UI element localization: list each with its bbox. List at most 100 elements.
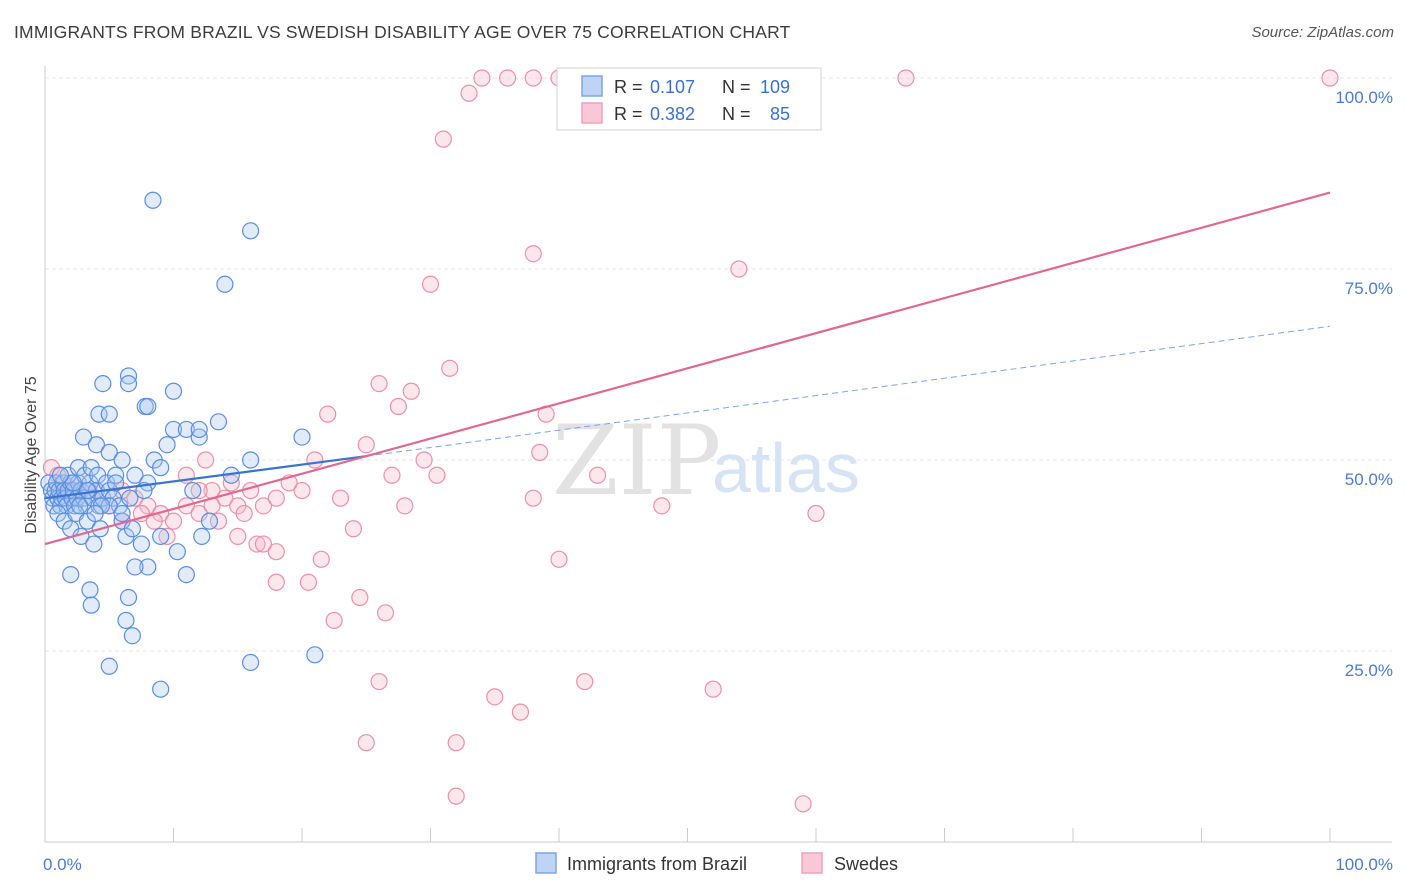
swedes-point-48 <box>428 466 446 484</box>
brazil-point-82 <box>82 596 100 614</box>
axes <box>44 66 1392 843</box>
swedes-point-68 <box>1321 69 1339 87</box>
y-tick-label-2: 75.0% <box>1345 279 1393 298</box>
legend-r-value-2: 0.382 <box>650 104 695 124</box>
legend-r-label-1: R = <box>614 77 643 97</box>
brazil-point-72 <box>123 520 141 538</box>
brazil-point-77 <box>184 481 202 500</box>
swedes-point-67 <box>897 69 915 87</box>
chart-source: Source: ZipAtlas.com <box>1251 24 1394 41</box>
swedes-point-41 <box>312 550 330 568</box>
brazil-point-65 <box>177 420 195 439</box>
y-tick-label-0: 25.0% <box>1345 661 1393 680</box>
swedes-point-47 <box>415 451 433 469</box>
x-tick-labels: 0.0% 100.0% <box>43 855 1393 874</box>
brazil-point-53 <box>113 451 131 469</box>
swedes-point-69 <box>434 130 452 148</box>
swedes-point-51 <box>486 688 504 706</box>
brazil-point-74 <box>139 558 157 576</box>
swedes-point-32 <box>306 451 324 469</box>
brazil-trend-extension <box>366 325 1331 457</box>
swedes-point-63 <box>524 69 542 87</box>
swedes-point-39 <box>396 497 414 515</box>
brazil-point-59 <box>164 420 183 439</box>
swedes-point-33 <box>319 405 337 423</box>
swedes-trend-line <box>44 191 1331 546</box>
brazil-point-50 <box>74 428 93 446</box>
swedes-point-35 <box>344 520 362 538</box>
watermark: ZIP atlas <box>552 405 860 517</box>
bottom-legend: Immigrants from Brazil Swedes <box>535 852 898 874</box>
brazil-point-73 <box>132 535 150 553</box>
y-tick-label-3: 100.0% <box>1335 88 1393 107</box>
brazil-point-81 <box>81 581 99 599</box>
swedes-point-70 <box>421 275 440 293</box>
brazil-point-85 <box>123 627 141 645</box>
swedes-point-44 <box>376 604 395 622</box>
legend-n-value-2: 85 <box>770 104 790 124</box>
watermark-atlas: atlas <box>712 429 860 507</box>
brazil-point-83 <box>119 588 138 607</box>
swedes-point-84 <box>190 481 208 500</box>
legend-n-label-2: N = <box>722 104 751 124</box>
brazil-point-88 <box>152 680 170 698</box>
swedes-point-27 <box>229 527 247 546</box>
swedes-point-17 <box>242 481 260 500</box>
swedes-point-77 <box>357 734 375 752</box>
swedes-point-36 <box>357 436 375 454</box>
swedes-point-78 <box>370 672 388 691</box>
legend-n-value-1: 109 <box>760 77 790 97</box>
swedes-point-26 <box>209 512 228 530</box>
brazil-point-98 <box>190 420 208 439</box>
swedes-point-61 <box>473 69 491 87</box>
brazil-point-104 <box>121 489 139 507</box>
bottom-legend-swatch-swedes <box>801 852 823 874</box>
brazil-point-76 <box>168 543 186 561</box>
swedes-point-18 <box>254 497 273 515</box>
swedes-point-46 <box>402 382 420 400</box>
swedes-point-75 <box>447 787 465 805</box>
brazil-point-75 <box>152 527 170 546</box>
swedes-point-53 <box>524 489 542 507</box>
brazil-point-99 <box>293 428 311 446</box>
y-tick-labels: 25.0% 50.0% 75.0% 100.0% <box>1335 88 1393 680</box>
brazil-point-92 <box>216 275 234 293</box>
swedes-point-57 <box>588 466 607 484</box>
bottom-legend-label-brazil: Immigrants from Brazil <box>567 854 747 874</box>
brazil-point-93 <box>242 222 260 240</box>
swedes-point-31 <box>293 481 311 500</box>
brazil-point-57 <box>152 459 170 477</box>
swedes-point-55 <box>550 550 568 568</box>
brazil-point-101 <box>78 481 97 500</box>
legend-r-label-2: R = <box>614 104 643 124</box>
swedes-points <box>42 69 1339 813</box>
swedes-point-76 <box>794 795 812 813</box>
swedes-point-56 <box>576 672 594 691</box>
bottom-legend-swatch-brazil <box>535 852 557 874</box>
brazil-point-71 <box>113 504 131 523</box>
brazil-point-58 <box>158 436 176 454</box>
brazil-point-91 <box>306 646 324 664</box>
swedes-point-62 <box>499 69 517 87</box>
brazil-point-61 <box>100 405 118 423</box>
brazil-point-103 <box>107 474 125 492</box>
swedes-point-72 <box>730 260 748 278</box>
x-tick-label-1: 100.0% <box>1335 855 1393 874</box>
brazil-point-106 <box>51 466 70 484</box>
brazil-point-96 <box>119 375 138 393</box>
swedes-point-49 <box>441 359 459 377</box>
swedes-point-28 <box>248 535 266 553</box>
swedes-point-58 <box>653 497 671 515</box>
brazil-point-36 <box>85 535 103 553</box>
swedes-point-19 <box>267 489 285 507</box>
watermark-zip: ZIP <box>552 405 721 517</box>
bottom-legend-label-swedes: Swedes <box>834 854 898 874</box>
brazil-point-108 <box>86 504 104 523</box>
swedes-point-40 <box>299 573 318 591</box>
swedes-point-37 <box>370 375 388 393</box>
legend-n-label-1: N = <box>722 77 751 97</box>
swedes-point-23 <box>158 527 176 546</box>
legend-swatch-swedes <box>581 102 603 124</box>
brazil-point-100 <box>64 474 82 492</box>
